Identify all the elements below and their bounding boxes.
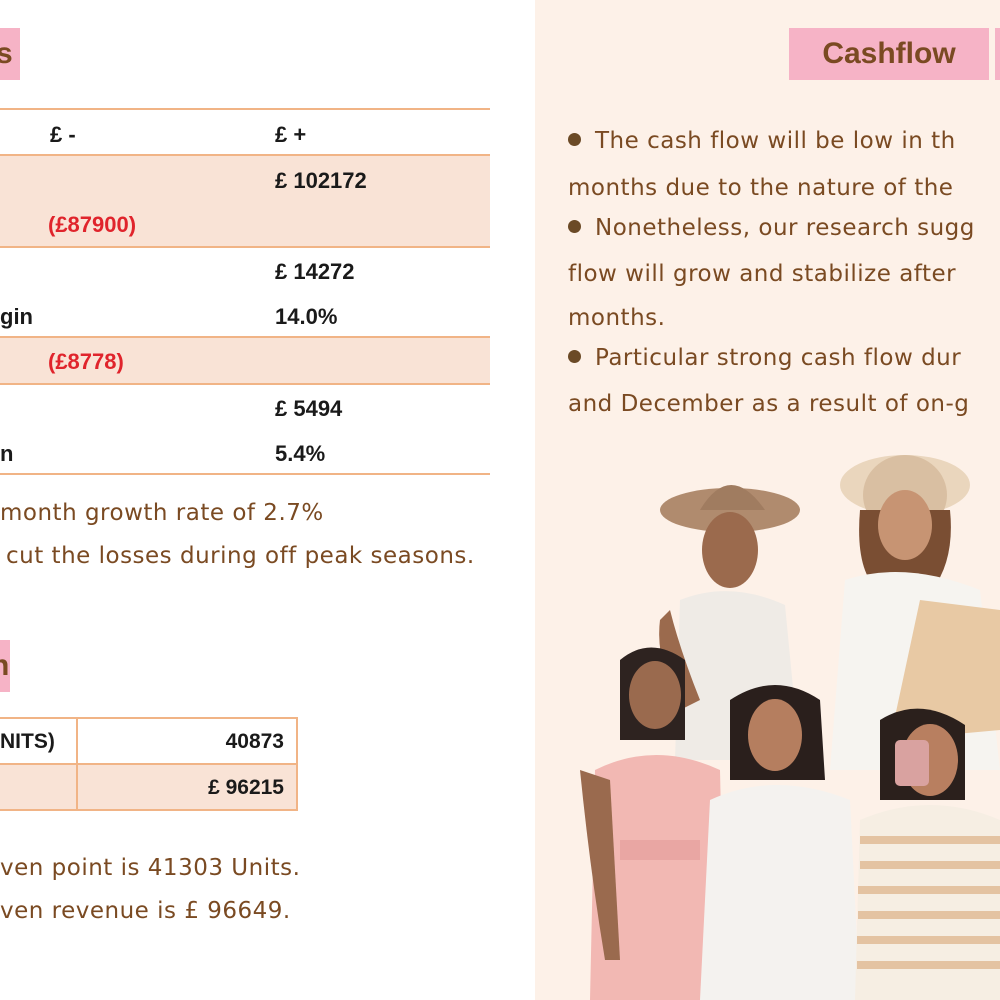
table-cell-label: n: [0, 441, 14, 466]
table-cell-plus: £ 102172: [275, 168, 367, 193]
breakeven-units-value: 40873: [225, 730, 284, 753]
table-row: £ 5494 n 5.4%: [0, 385, 490, 473]
breakeven-revenue-value: £ 96215: [208, 776, 284, 799]
breakeven-label-cell: [0, 763, 78, 811]
table-cell-plus: £ 14272: [275, 259, 355, 284]
losses-note: cut the losses during off peak seasons.: [6, 543, 475, 569]
breakeven-label-cell: NITS): [0, 717, 78, 765]
table-cell-minus: (£87900): [48, 212, 137, 237]
breakeven-tag: n: [0, 640, 10, 692]
bullet-2-line-2: flow will grow and stabilize after: [568, 261, 957, 287]
table-row-border: [0, 336, 490, 338]
table-row: £ 14272 gin 14.0%: [0, 248, 490, 336]
financial-table: £ - £ +: [0, 110, 490, 156]
breakeven-value-cell: £ 96215: [76, 763, 298, 811]
bullet-icon: [568, 220, 581, 233]
table-row-shaded: £ 102172 (£87900): [0, 156, 490, 246]
table-bottom-border: [0, 473, 490, 475]
bullet-2-line-1: Nonetheless, our research sugg: [568, 215, 975, 241]
breakeven-units-label: NITS): [0, 730, 55, 753]
bullet-1-line-2: months due to the nature of the: [568, 175, 954, 201]
section-tag: s: [0, 28, 20, 80]
cashflow-title: Cashflow: [789, 28, 989, 80]
bullet-icon: [568, 133, 581, 146]
bullet-icon: [568, 350, 581, 363]
header-minus: £ -: [50, 122, 76, 147]
table-cell-plus: 5.4%: [275, 441, 326, 466]
bullet-3-line-2: and December as a result of on-g: [568, 391, 970, 417]
table-cell-minus: (£8778): [48, 349, 124, 374]
table-row-border: [0, 246, 490, 248]
women-group-illustration: [580, 455, 1000, 1000]
breakeven-revenue-note: ven revenue is £ 96649.: [0, 898, 291, 924]
table-row-shaded: (£8778): [0, 338, 490, 383]
table-header-row: £ - £ +: [0, 110, 490, 156]
breakeven-units-note: ven point is 41303 Units.: [0, 855, 301, 881]
table-header-border: [0, 154, 490, 156]
table-cell-plus: 14.0%: [275, 304, 338, 329]
financial-summary-panel: s £ - £ + £ 102172 (£87900) £ 14272 gin …: [0, 28, 490, 924]
growth-note: month growth rate of 2.7%: [0, 500, 324, 526]
header-plus: £ +: [275, 122, 307, 147]
bullet-2-line-3: months.: [568, 305, 666, 331]
bullet-3-line-1: Particular strong cash flow dur: [568, 345, 961, 371]
table-row-border: [0, 383, 490, 385]
bullet-1-line-1: The cash flow will be low in th: [568, 128, 956, 154]
table-cell-plus: £ 5494: [275, 396, 343, 421]
cashflow-title-edge: [995, 28, 1000, 80]
breakeven-value-cell: 40873: [76, 717, 298, 765]
table-cell-label: gin: [0, 304, 33, 329]
table-top-border: [0, 108, 490, 110]
